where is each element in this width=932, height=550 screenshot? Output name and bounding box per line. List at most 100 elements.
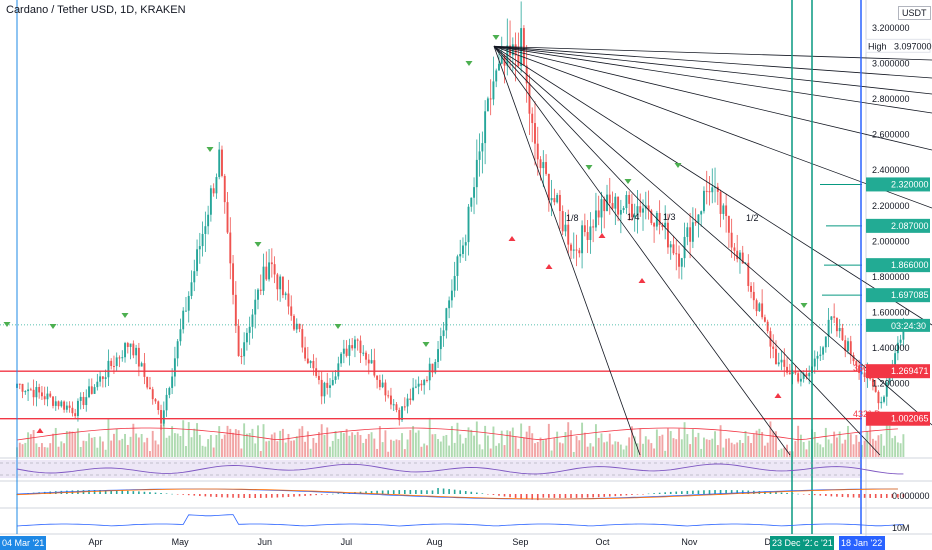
- candle: [245, 332, 248, 343]
- candle: [359, 340, 362, 353]
- volume-bar: [855, 435, 858, 457]
- date-marker-box: [839, 536, 885, 550]
- volume-bar: [329, 446, 331, 457]
- candle: [426, 379, 428, 381]
- volume-bar: [902, 434, 905, 457]
- macd-bar: [808, 494, 811, 495]
- volume-bar: [464, 437, 467, 457]
- volume-bar: [739, 440, 741, 457]
- price-label: 1.697085: [891, 290, 929, 300]
- candle: [586, 232, 589, 240]
- volume-bar: [733, 444, 736, 457]
- volume-bar: [891, 438, 894, 457]
- volume-bar: [96, 447, 99, 457]
- candle: [96, 381, 99, 388]
- volume-bar: [437, 439, 439, 457]
- volume-bar: [655, 429, 658, 457]
- candle: [140, 363, 143, 367]
- volume-bar: [456, 422, 459, 457]
- macd-bar: [514, 494, 517, 498]
- macd-bar: [592, 494, 594, 498]
- candle: [298, 323, 301, 330]
- volume-bar: [553, 437, 556, 457]
- macd-bar: [254, 494, 257, 498]
- macd-bar: [498, 494, 500, 496]
- macd-bar: [625, 494, 628, 496]
- volume-bar: [124, 433, 126, 457]
- volume-bar: [276, 441, 279, 457]
- candle: [730, 232, 733, 248]
- macd-bar: [265, 494, 268, 498]
- volume-bar: [71, 431, 74, 457]
- candle: [705, 190, 708, 192]
- volume-bar: [223, 434, 226, 457]
- volume-axis-value: 10M: [892, 523, 910, 533]
- volume-bar: [448, 445, 451, 457]
- candle: [880, 401, 883, 404]
- macd-bar: [847, 494, 849, 498]
- volume-bar: [528, 425, 531, 457]
- price-label-box: [866, 288, 930, 303]
- volume-bar: [730, 442, 733, 457]
- macd-bar: [370, 491, 373, 494]
- candle: [567, 224, 570, 245]
- volume-bar: [669, 431, 672, 457]
- candle: [500, 55, 503, 64]
- candle: [653, 223, 656, 227]
- macd-bar: [575, 494, 578, 498]
- candle: [207, 214, 210, 227]
- candle: [232, 263, 235, 295]
- candle: [295, 323, 298, 330]
- candle: [799, 378, 802, 382]
- candle: [193, 271, 196, 283]
- candle: [467, 206, 470, 243]
- candle: [691, 222, 694, 242]
- volume-bar: [68, 431, 71, 457]
- candle: [572, 249, 575, 251]
- macd-bar: [669, 491, 672, 494]
- candle: [894, 353, 897, 368]
- candle: [414, 386, 417, 388]
- pivot-low-marker: [36, 428, 44, 433]
- candle: [802, 373, 805, 379]
- volume-bar: [32, 430, 35, 457]
- pivot-high-marker: [3, 322, 11, 327]
- macd-bar: [431, 490, 434, 494]
- macd-bar: [802, 494, 805, 495]
- candle: [329, 385, 331, 388]
- volume-bar: [592, 446, 595, 457]
- volume-bar: [844, 439, 847, 457]
- volume-bar: [398, 440, 401, 457]
- candle: [27, 389, 30, 392]
- candle: [182, 310, 185, 330]
- volume-bar: [345, 428, 348, 457]
- candle: [456, 256, 459, 276]
- macd-bar: [836, 494, 838, 497]
- candle: [331, 380, 334, 386]
- macd-bar: [226, 494, 229, 498]
- volume-bar: [578, 440, 581, 457]
- macd-bar: [442, 488, 445, 494]
- volume-bars: [16, 417, 905, 457]
- macd-bar: [791, 493, 794, 494]
- volume-bar: [293, 440, 295, 457]
- date-marker-box: [0, 536, 46, 550]
- macd-bar: [675, 491, 678, 494]
- candle: [254, 299, 257, 315]
- macd-bar: [215, 494, 218, 498]
- volume-bar: [744, 431, 747, 457]
- volume-bar: [395, 439, 398, 457]
- candle: [833, 316, 836, 318]
- volume-bar: [755, 430, 758, 457]
- volume-bar: [741, 443, 744, 457]
- candle: [143, 363, 146, 377]
- fan-label: 1/3: [663, 212, 676, 222]
- candle: [871, 378, 874, 387]
- candle: [398, 409, 401, 421]
- macd-bar: [769, 491, 772, 494]
- candle: [406, 398, 409, 407]
- candle: [611, 203, 614, 209]
- candle: [794, 371, 797, 374]
- macd-bar: [16, 494, 18, 495]
